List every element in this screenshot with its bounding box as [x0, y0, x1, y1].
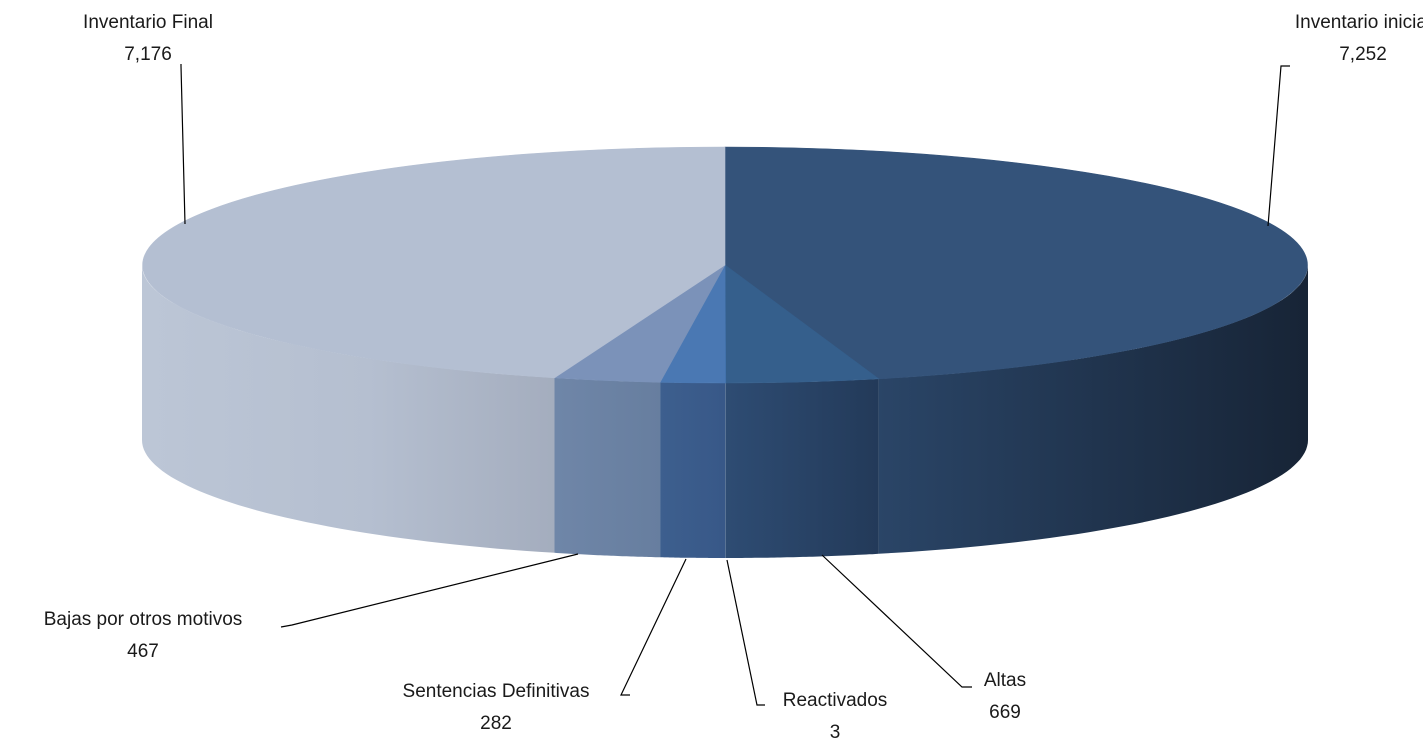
leader-line-inventario-inicial [1267, 65, 1290, 227]
data-label-category-altas: Altas [984, 670, 1026, 691]
data-label-value-altas: 669 [989, 702, 1021, 723]
data-label-value-inventario-inicial: 7,252 [1339, 44, 1387, 65]
slice-side-sentencias-definitivas [660, 382, 726, 558]
slice-side-bajas-por-otros-motivos [554, 377, 661, 558]
data-label-category-sentencias-definitivas: Sentencias Definitivas [403, 681, 590, 702]
leader-line-bajas-por-otros-motivos [280, 553, 579, 628]
leader-line-inventario-final [180, 64, 186, 225]
slice-inventario-final [142, 146, 726, 379]
data-label-value-inventario-final: 7,176 [124, 44, 172, 65]
slice-side-inventario-final [142, 265, 555, 553]
slice-side-inventario-inicial [878, 265, 1308, 554]
data-label-value-bajas-por-otros-motivos: 467 [127, 641, 159, 662]
data-label-value-reactivados: 3 [830, 722, 841, 743]
data-label-category-inventario-inicial: Inventario inicial [1295, 12, 1423, 33]
leader-line-reactivados [726, 559, 765, 706]
data-label-category-inventario-final: Inventario Final [83, 12, 213, 33]
slice-side-reactivados [725, 383, 726, 558]
slice-inventario-inicial [724, 146, 1308, 380]
data-label-value-sentencias-definitivas: 282 [480, 713, 512, 734]
slice-side-altas [725, 378, 879, 558]
data-label-category-bajas-por-otros-motivos: Bajas por otros motivos [44, 609, 243, 630]
leader-line-sentencias-definitivas [620, 558, 687, 696]
leader-line-altas [821, 554, 972, 688]
data-label-category-reactivados: Reactivados [783, 690, 888, 711]
